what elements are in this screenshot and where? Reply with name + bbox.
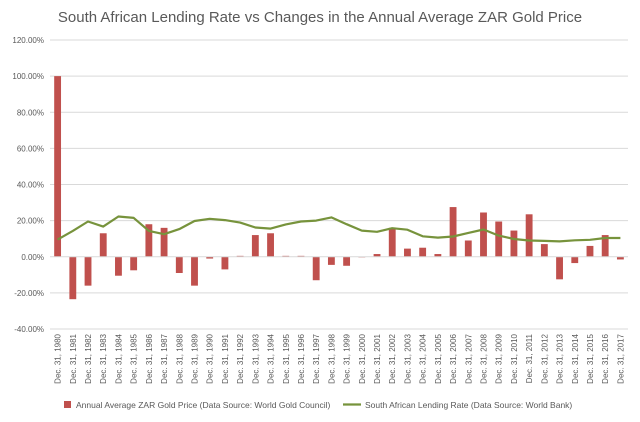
- y-tick-label: 80.00%: [17, 108, 44, 117]
- bar: [175, 256, 183, 274]
- x-tick-label: Dec. 31, 1997: [312, 333, 321, 383]
- bar: [419, 247, 427, 257]
- x-tick-label: Dec. 31, 1987: [160, 333, 169, 383]
- bar: [327, 256, 335, 265]
- bar: [480, 212, 487, 257]
- bar: [69, 256, 77, 300]
- bar: [540, 244, 548, 257]
- bar: [84, 256, 92, 286]
- bar: [525, 214, 533, 257]
- line-series: [57, 215, 621, 243]
- x-tick-label: Dec. 31, 1996: [297, 333, 306, 383]
- y-tick-label: -20.00%: [14, 289, 44, 298]
- x-tick-label: Dec. 31, 2011: [525, 333, 534, 383]
- x-tick-label: Dec. 31, 1993: [251, 333, 260, 383]
- x-tick-label: Dec. 31, 2009: [495, 333, 504, 383]
- chart-title: South African Lending Rate vs Changes in…: [58, 9, 582, 26]
- legend-swatch-gold-price: [64, 401, 71, 408]
- x-tick-label: Dec. 31, 1988: [175, 333, 184, 383]
- bar: [556, 256, 563, 280]
- legend: Annual Average ZAR Gold Price (Data Sour…: [64, 400, 572, 410]
- x-tick-label: Dec. 31, 1995: [282, 333, 291, 383]
- x-tick-label: Dec. 31, 1991: [221, 333, 230, 383]
- x-tick-label: Dec. 31, 1985: [130, 333, 139, 383]
- x-tick-label: Dec. 31, 2004: [419, 333, 428, 383]
- bar: [586, 245, 594, 257]
- x-tick-label: Dec. 31, 2000: [358, 333, 367, 383]
- y-tick-label: 0.00%: [21, 253, 44, 262]
- bar: [99, 233, 107, 257]
- bar: [510, 230, 518, 257]
- bar: [206, 256, 214, 259]
- x-tick-label: Dec. 31, 1992: [236, 333, 245, 383]
- bar: [54, 76, 62, 257]
- x-tick-label: Dec. 31, 1999: [343, 333, 352, 383]
- x-tick-label: Dec. 31, 2007: [464, 333, 473, 383]
- x-axis-ticks: Dec. 31, 1980 Dec. 31, 1981 Dec. 31, 1982 D…: [54, 333, 626, 383]
- lending-rate-line: [57, 215, 621, 243]
- bar: [267, 233, 274, 257]
- x-tick-label: Dec. 31, 2017: [616, 333, 625, 383]
- bar: [449, 207, 457, 257]
- x-tick-label: Dec. 31, 1990: [206, 333, 215, 383]
- x-tick-label: Dec. 31, 1994: [267, 333, 276, 383]
- bar: [251, 235, 259, 257]
- x-tick-label: Dec. 31, 2006: [449, 333, 458, 383]
- y-tick-label: -40.00%: [14, 325, 44, 334]
- bar-series: [54, 76, 624, 300]
- bar: [495, 221, 503, 257]
- x-tick-label: Dec. 31, 1998: [327, 333, 336, 383]
- x-tick-label: Dec. 31, 1982: [84, 333, 93, 383]
- x-tick-label: Dec. 31, 2001: [373, 333, 382, 383]
- bar: [464, 240, 472, 257]
- x-tick-label: Dec. 31, 2014: [571, 333, 580, 383]
- bar: [373, 254, 381, 257]
- x-tick-label: Dec. 31, 1981: [69, 333, 78, 383]
- y-tick-label: 100.00%: [12, 72, 44, 81]
- x-tick-label: Dec. 31, 1980: [54, 333, 63, 383]
- bar: [571, 256, 579, 264]
- x-tick-label: Dec. 31, 2008: [480, 333, 489, 383]
- bar: [404, 248, 411, 257]
- x-tick-label: Dec. 31, 1983: [99, 333, 108, 383]
- x-tick-label: Dec. 31, 2016: [601, 333, 610, 383]
- bar: [312, 256, 320, 281]
- y-tick-label: 20.00%: [17, 217, 44, 226]
- x-tick-label: Dec. 31, 2005: [434, 333, 443, 383]
- bar: [221, 256, 229, 270]
- y-tick-label: 120.00%: [12, 36, 44, 45]
- legend-label-gold-price: Annual Average ZAR Gold Price (Data Sour…: [76, 400, 331, 410]
- x-tick-label: Dec. 31, 2010: [510, 333, 519, 383]
- bar: [388, 227, 396, 257]
- x-tick-label: Dec. 31, 2002: [388, 333, 397, 383]
- x-tick-label: Dec. 31, 2012: [540, 333, 549, 383]
- bar: [616, 256, 624, 260]
- x-tick-label: Dec. 31, 2015: [586, 333, 595, 383]
- bar: [191, 256, 198, 286]
- bar: [601, 235, 609, 257]
- bar: [115, 256, 122, 276]
- legend-label-lending-rate: South African Lending Rate (Data Source:…: [365, 400, 572, 410]
- x-tick-label: Dec. 31, 1989: [191, 333, 200, 383]
- y-tick-label: 60.00%: [17, 144, 44, 153]
- bar: [130, 256, 138, 271]
- bar: [434, 254, 442, 257]
- y-axis-ticks: 120.00% 100.00% 80.00% 60.00% 40.00% 20.00% 0.…: [12, 36, 44, 334]
- x-tick-label: Dec. 31, 1984: [114, 333, 123, 383]
- x-tick-label: Dec. 31, 1986: [145, 333, 154, 383]
- x-tick-label: Dec. 31, 2003: [403, 333, 412, 383]
- bar: [145, 224, 153, 257]
- y-tick-label: 40.00%: [17, 181, 44, 190]
- bar: [160, 227, 168, 257]
- x-tick-label: Dec. 31, 2013: [556, 333, 565, 383]
- bar: [343, 256, 351, 266]
